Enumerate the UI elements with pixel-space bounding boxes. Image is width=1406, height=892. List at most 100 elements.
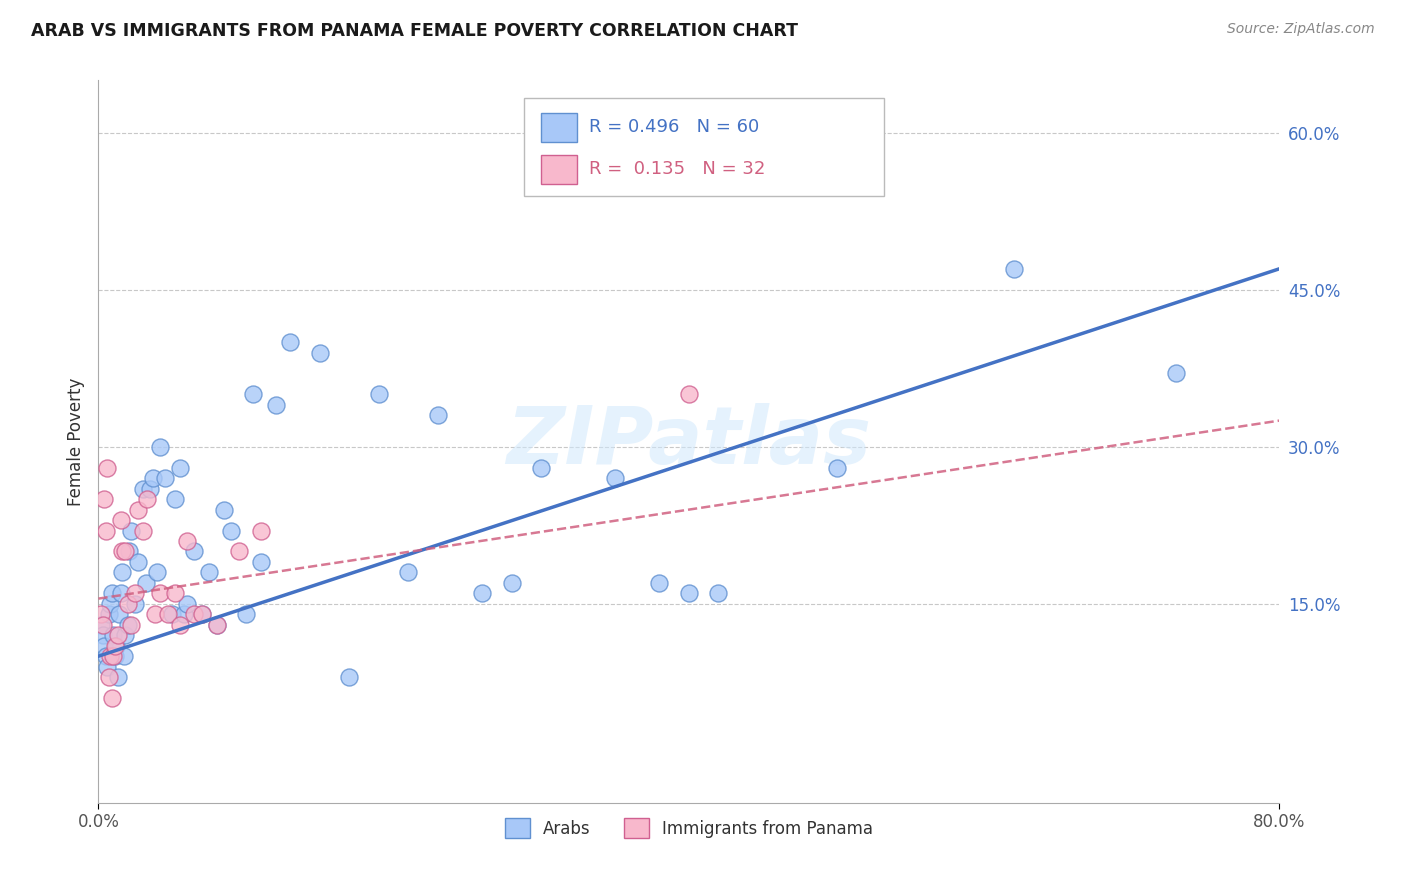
Point xyxy=(605,471,627,485)
Point xyxy=(124,597,146,611)
Point xyxy=(427,409,450,423)
Point xyxy=(94,649,117,664)
Point xyxy=(135,575,157,590)
Point xyxy=(309,345,332,359)
Point xyxy=(127,502,149,516)
Point xyxy=(120,524,142,538)
Point xyxy=(707,586,730,600)
Point xyxy=(183,544,205,558)
Point xyxy=(90,607,112,622)
Point xyxy=(132,524,155,538)
Point xyxy=(100,691,122,706)
Point xyxy=(132,482,155,496)
Point xyxy=(250,555,273,569)
Point xyxy=(368,387,391,401)
Point xyxy=(165,586,187,600)
Point xyxy=(139,482,162,496)
Point xyxy=(242,387,264,401)
Point xyxy=(235,607,257,622)
Point xyxy=(103,649,125,664)
Point xyxy=(146,566,169,580)
Point xyxy=(142,471,165,485)
Text: ARAB VS IMMIGRANTS FROM PANAMA FEMALE POVERTY CORRELATION CHART: ARAB VS IMMIGRANTS FROM PANAMA FEMALE PO… xyxy=(31,22,799,40)
Text: R = 0.496   N = 60: R = 0.496 N = 60 xyxy=(589,119,759,136)
Point xyxy=(117,617,139,632)
Point xyxy=(191,607,214,622)
Point xyxy=(165,492,187,507)
FancyBboxPatch shape xyxy=(541,112,576,142)
Point xyxy=(169,617,191,632)
Point xyxy=(112,649,135,664)
Y-axis label: Female Poverty: Female Poverty xyxy=(66,377,84,506)
Point xyxy=(98,597,121,611)
Point xyxy=(90,617,112,632)
Point xyxy=(100,586,122,600)
Point xyxy=(143,607,166,622)
Point xyxy=(117,597,139,611)
Text: ZIPatlas: ZIPatlas xyxy=(506,402,872,481)
Point xyxy=(93,492,115,507)
Point xyxy=(205,617,228,632)
Point xyxy=(162,607,183,622)
Point xyxy=(120,617,142,632)
Point xyxy=(149,586,172,600)
Point xyxy=(104,649,127,664)
Point xyxy=(111,566,134,580)
Point xyxy=(648,575,671,590)
Point xyxy=(678,387,700,401)
Point xyxy=(103,628,125,642)
Point xyxy=(114,628,136,642)
Point xyxy=(97,607,120,622)
Point xyxy=(169,460,191,475)
Point xyxy=(124,586,146,600)
Point xyxy=(501,575,523,590)
Point xyxy=(280,334,302,349)
Point xyxy=(91,617,114,632)
Point xyxy=(1002,261,1025,276)
Point xyxy=(825,460,848,475)
Point xyxy=(156,607,179,622)
Legend: Arabs, Immigrants from Panama: Arabs, Immigrants from Panama xyxy=(498,812,880,845)
FancyBboxPatch shape xyxy=(541,154,576,184)
Point xyxy=(530,460,553,475)
Point xyxy=(127,555,149,569)
Point xyxy=(94,524,117,538)
Point xyxy=(153,471,176,485)
Text: R =  0.135   N = 32: R = 0.135 N = 32 xyxy=(589,161,765,178)
Point xyxy=(678,586,700,600)
Point xyxy=(108,607,131,622)
Point xyxy=(398,566,420,580)
Point xyxy=(96,659,118,673)
Point xyxy=(173,607,195,622)
Text: Source: ZipAtlas.com: Source: ZipAtlas.com xyxy=(1227,22,1375,37)
Point xyxy=(471,586,494,600)
Point xyxy=(118,544,141,558)
FancyBboxPatch shape xyxy=(523,98,884,196)
Point xyxy=(205,617,228,632)
Point xyxy=(107,670,129,684)
Point xyxy=(110,586,132,600)
Point xyxy=(250,524,273,538)
Point xyxy=(114,544,136,558)
Point xyxy=(105,639,128,653)
Point xyxy=(107,628,129,642)
Point xyxy=(264,398,287,412)
Point xyxy=(110,513,132,527)
Point xyxy=(91,628,114,642)
Point xyxy=(93,639,115,653)
Point xyxy=(198,566,221,580)
Point xyxy=(1166,367,1188,381)
Point xyxy=(97,670,120,684)
Point xyxy=(176,597,198,611)
Point xyxy=(212,502,235,516)
Point xyxy=(176,534,198,549)
Point xyxy=(104,639,127,653)
Point xyxy=(111,544,134,558)
Point xyxy=(98,649,121,664)
Point xyxy=(228,544,250,558)
Point xyxy=(136,492,159,507)
Point xyxy=(96,460,118,475)
Point xyxy=(221,524,243,538)
Point xyxy=(149,440,172,454)
Point xyxy=(183,607,205,622)
